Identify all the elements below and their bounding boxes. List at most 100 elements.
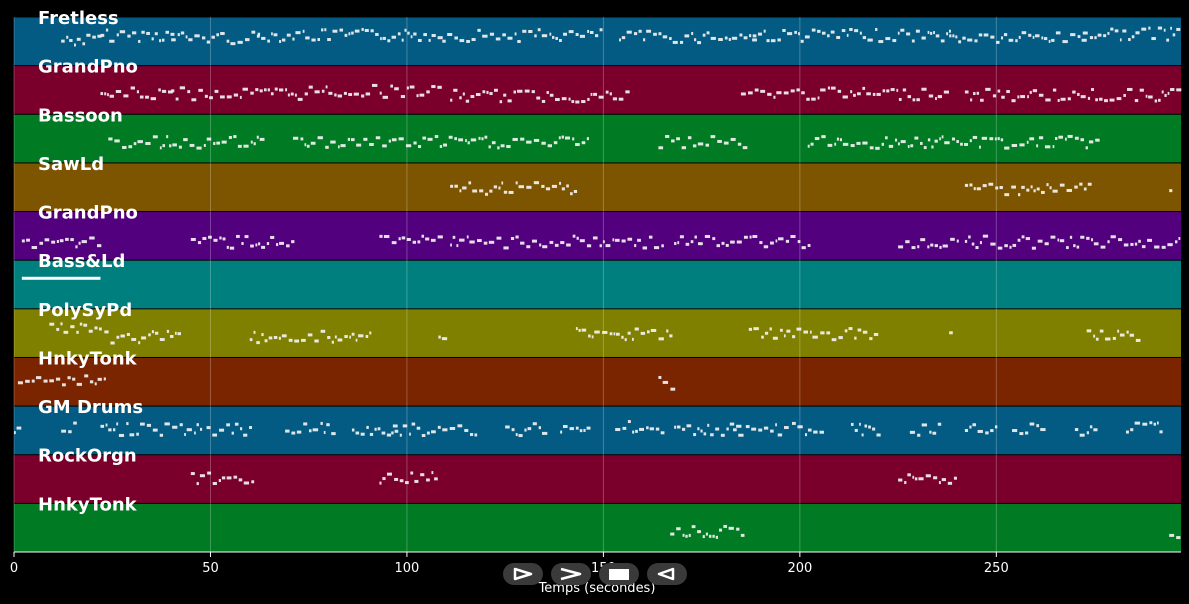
note-segment bbox=[619, 29, 757, 45]
note-segment bbox=[909, 422, 942, 437]
x-tick-label: 100 bbox=[395, 561, 420, 576]
note-segment bbox=[442, 28, 603, 43]
track-row: GM Drums bbox=[14, 397, 1181, 455]
note-segment bbox=[740, 86, 950, 102]
track-background bbox=[14, 17, 1181, 66]
note-segment bbox=[505, 422, 548, 438]
x-tick-label: 250 bbox=[984, 561, 1009, 576]
note-segment bbox=[964, 423, 998, 435]
note-segment bbox=[171, 86, 308, 102]
play-backward-icon bbox=[657, 567, 675, 581]
note-segment bbox=[450, 181, 578, 196]
track-background bbox=[14, 212, 1181, 260]
note-segment bbox=[658, 134, 748, 150]
note-segment bbox=[206, 422, 253, 437]
play-forward-icon bbox=[513, 567, 533, 581]
note-segment bbox=[949, 31, 1087, 44]
track-background bbox=[14, 260, 1181, 309]
note-segment bbox=[257, 27, 443, 43]
track-background bbox=[14, 455, 1181, 503]
note-segment bbox=[658, 375, 676, 391]
play-forward-button[interactable] bbox=[503, 563, 543, 585]
note-segment bbox=[807, 134, 1100, 150]
note-segment bbox=[21, 236, 102, 250]
note-segment bbox=[964, 87, 1182, 103]
playback-controls bbox=[503, 563, 689, 587]
note-segment bbox=[450, 88, 630, 104]
note-segment bbox=[61, 421, 77, 434]
track-name: Bassoon bbox=[38, 105, 123, 126]
note-segment bbox=[190, 471, 255, 486]
track-row: Bassoon bbox=[14, 105, 1181, 163]
note-segment bbox=[100, 422, 203, 437]
track-name: Fretless bbox=[38, 8, 119, 29]
note-segment bbox=[670, 524, 745, 539]
track-row: HnkyTonk bbox=[14, 494, 1181, 552]
note-segment bbox=[1169, 189, 1173, 193]
note-segment bbox=[575, 327, 673, 342]
note-segment bbox=[249, 329, 372, 345]
track-row: SawLd bbox=[14, 154, 1181, 212]
track-name: GrandPno bbox=[38, 57, 138, 78]
track-name: RockOrgn bbox=[38, 446, 137, 467]
track-name: SawLd bbox=[38, 154, 104, 175]
note-segment bbox=[171, 30, 260, 46]
note-segment bbox=[898, 237, 959, 250]
track-name: PolySyPd bbox=[38, 300, 132, 321]
track-row: Bass&Ld bbox=[14, 251, 1181, 309]
note-segment bbox=[285, 421, 336, 436]
note-segment bbox=[674, 422, 742, 437]
note-segment bbox=[190, 234, 295, 250]
play-backward-button[interactable] bbox=[647, 563, 687, 585]
note-segment bbox=[379, 471, 438, 485]
track-row: RockOrgn bbox=[14, 446, 1181, 503]
note-segment bbox=[850, 422, 881, 437]
note-segment bbox=[108, 135, 265, 150]
track-name: Bass&Ld bbox=[38, 251, 125, 272]
note-segment bbox=[898, 473, 957, 485]
note-segment bbox=[964, 234, 1181, 250]
note-segment bbox=[792, 421, 824, 437]
track-background bbox=[14, 163, 1181, 212]
chevron-right-icon bbox=[560, 567, 582, 581]
note-segment bbox=[450, 234, 664, 250]
note-segment bbox=[438, 335, 448, 341]
note-segment bbox=[391, 422, 441, 438]
note-segment bbox=[615, 420, 665, 435]
track-background bbox=[14, 114, 1181, 163]
x-tick-label: 50 bbox=[202, 561, 219, 576]
stop-icon bbox=[609, 569, 629, 580]
track-background bbox=[14, 66, 1181, 114]
note-segment bbox=[21, 276, 101, 280]
note-segment bbox=[104, 329, 182, 345]
note-segment bbox=[733, 423, 789, 437]
track-background bbox=[14, 503, 1181, 552]
grid-layer bbox=[13, 17, 997, 552]
note-segment bbox=[49, 322, 102, 334]
note-segment bbox=[964, 182, 1092, 197]
track-name: HnkyTonk bbox=[38, 348, 138, 369]
note-segment bbox=[100, 28, 175, 43]
note-segment bbox=[61, 33, 102, 47]
note-segment bbox=[100, 86, 173, 101]
track-background bbox=[14, 406, 1181, 455]
note-segment bbox=[442, 424, 478, 437]
note-segment bbox=[379, 234, 443, 245]
note-segment bbox=[748, 327, 879, 342]
note-segment bbox=[949, 331, 953, 335]
note-segment bbox=[560, 425, 591, 434]
track-row: Fretless bbox=[14, 8, 1181, 66]
stop-button[interactable] bbox=[599, 563, 639, 585]
note-segment bbox=[17, 374, 106, 387]
note-segment bbox=[674, 234, 811, 250]
note-segment bbox=[1012, 422, 1046, 436]
next-button[interactable] bbox=[551, 563, 591, 585]
track-row: GrandPno bbox=[14, 203, 1181, 260]
note-segment bbox=[308, 83, 442, 99]
note-segment bbox=[1169, 533, 1181, 540]
note-segment bbox=[1082, 26, 1181, 42]
track-row: GrandPno bbox=[14, 57, 1182, 114]
track-name: GrandPno bbox=[38, 203, 138, 224]
note-segment bbox=[292, 135, 589, 150]
